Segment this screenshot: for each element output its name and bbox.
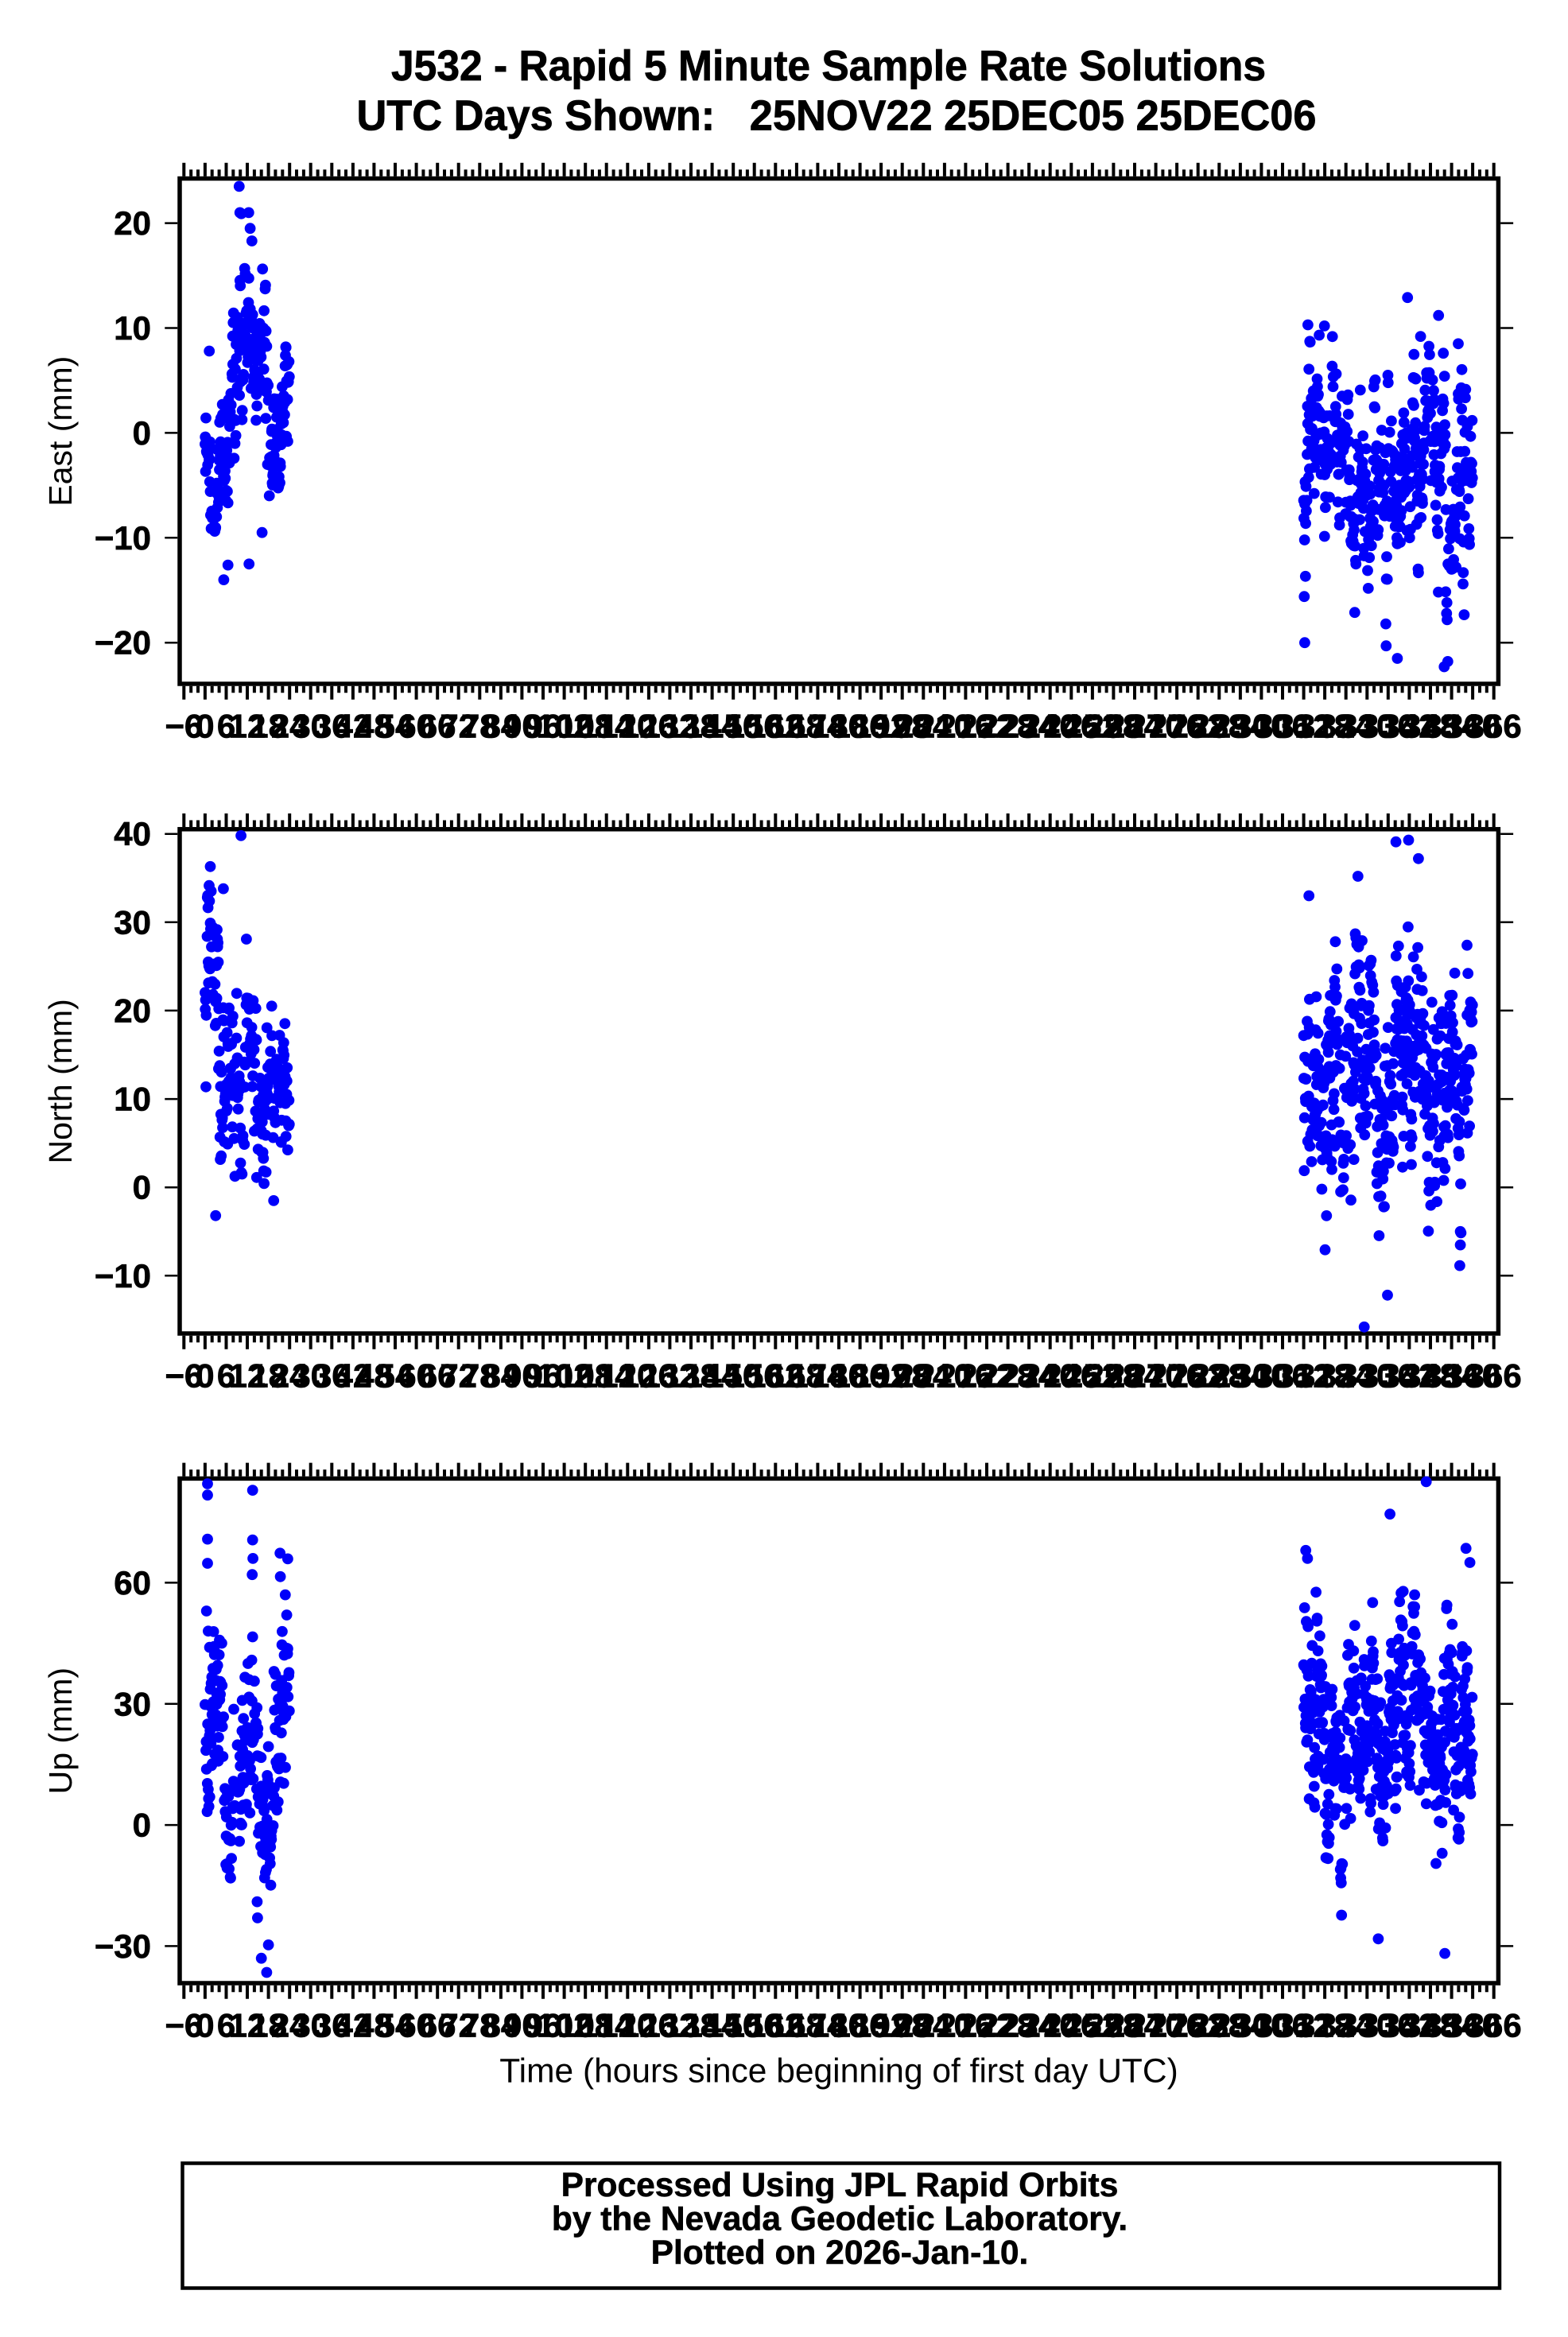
- svg-text:North (mm): North (mm): [42, 999, 79, 1163]
- svg-text:0: 0: [133, 414, 151, 452]
- svg-text:−10: −10: [95, 519, 151, 557]
- svg-text:Processed Using JPL Rapid Orbi: Processed Using JPL Rapid Orbits: [561, 2167, 1119, 2204]
- svg-text:−20: −20: [95, 624, 151, 662]
- svg-text:60: 60: [114, 1564, 151, 1601]
- svg-text:40: 40: [114, 815, 151, 852]
- svg-text:30: 30: [114, 1685, 151, 1722]
- svg-text:East (mm): East (mm): [42, 356, 79, 507]
- svg-text:Plotted on 2026-Jan-10.: Plotted on 2026-Jan-10.: [651, 2234, 1029, 2272]
- svg-text:−10: −10: [95, 1257, 151, 1295]
- svg-text:J532 - Rapid 5 Minute Sample R: J532 - Rapid 5 Minute Sample Rate Soluti…: [391, 42, 1266, 90]
- svg-text:0: 0: [133, 1807, 151, 1844]
- svg-text:−30: −30: [95, 1927, 151, 1965]
- svg-text:Up (mm): Up (mm): [42, 1667, 79, 1794]
- svg-text:20: 20: [114, 992, 151, 1029]
- svg-text:10: 10: [114, 309, 151, 347]
- svg-text:UTC Days Shown: 25NOV22 25DE: UTC Days Shown: 25NOV22 25DEC05 25DEC06: [357, 92, 1317, 140]
- svg-text:0: 0: [133, 1169, 151, 1206]
- svg-text:10: 10: [114, 1081, 151, 1118]
- svg-text:20: 20: [114, 204, 151, 242]
- svg-text:30: 30: [114, 903, 151, 941]
- svg-text:by the Nevada Geodetic Laborat: by the Nevada Geodetic Laboratory.: [552, 2201, 1127, 2238]
- svg-text:Time (hours since beginning of: Time (hours since beginning of first day…: [499, 2053, 1178, 2090]
